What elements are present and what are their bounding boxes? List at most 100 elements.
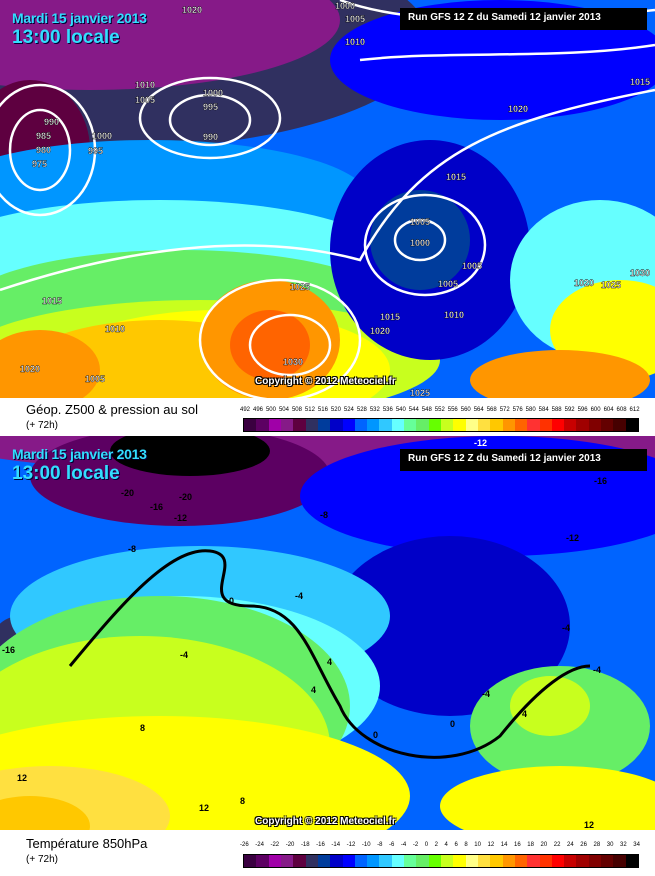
isobar-label: 1000	[92, 131, 112, 141]
color-swatch	[305, 419, 318, 431]
legend-tick: 584	[538, 407, 549, 413]
isotherm-label: -12	[174, 513, 187, 523]
legend-ticks: 492 496 500 504 508 512 516 520 524 528 532 536 540 5…	[240, 407, 640, 413]
legend-tick: 22	[553, 842, 561, 848]
legend-tick: -22	[270, 842, 280, 848]
legend-tick: 26	[580, 842, 587, 848]
isobar-label: 1025	[290, 282, 310, 292]
isotherm-label: 0	[373, 730, 378, 740]
legend-tick: 512	[304, 407, 315, 413]
isobar-label: 990	[44, 117, 59, 127]
temperature-legend: Température 850hPa (+ 72h) -26 -24 -22 -20-…	[0, 830, 655, 876]
color-swatch	[317, 855, 331, 867]
isobar-label: 1020	[574, 278, 594, 288]
color-swatch	[453, 419, 466, 431]
legend-tick: 16	[514, 842, 521, 848]
legend-tick: 580	[525, 407, 536, 413]
color-swatch	[404, 419, 417, 431]
color-swatch	[404, 855, 417, 867]
isotherm-label: -16	[233, 455, 246, 465]
isobar-label: 1015	[630, 77, 650, 87]
isobar-label: 1020	[370, 326, 390, 336]
geopotential-legend: Géop. Z500 & pression au sol (+ 72h) 492…	[0, 398, 655, 436]
isobar-label: 1020	[508, 104, 528, 114]
temperature-field: -24 -16 -20 -20 -16 -12 -8 -8 -12 -16 0 …	[0, 436, 655, 830]
legend-tick: 540	[395, 407, 406, 413]
isotherm-label: 0	[450, 719, 455, 729]
isotherm-label: -4	[482, 689, 490, 699]
isobar-label: 1010	[135, 80, 155, 90]
color-swatch	[564, 419, 577, 431]
isotherm-label: 12	[584, 820, 594, 830]
geopotential-field: 1020 1000 1005 1010 1010 1005 1000 995 9…	[0, 0, 655, 398]
isobar-label: 1015	[446, 172, 466, 182]
color-swatch	[305, 855, 318, 867]
legend-tick: -8	[377, 842, 383, 848]
color-swatch	[490, 855, 503, 867]
color-swatch	[428, 419, 441, 431]
isobar-label: 1025	[601, 280, 621, 290]
isotherm-label: -4	[562, 623, 570, 633]
legend-tick: 604	[603, 407, 614, 413]
isotherm-label: -20	[121, 488, 134, 498]
isobar-label: 1005	[345, 14, 365, 24]
color-swatch	[490, 419, 503, 431]
isotherm-label: 4	[522, 709, 527, 719]
color-swatch	[268, 855, 281, 867]
isobar-label: 1005	[85, 374, 105, 384]
color-swatch	[268, 419, 281, 431]
color-swatch	[367, 419, 380, 431]
isobar-label: 1000	[203, 88, 223, 98]
legend-tick: -4	[400, 842, 407, 848]
isotherm-label: 12	[17, 773, 27, 783]
color-swatch	[441, 419, 454, 431]
legend-tick: 576	[512, 407, 523, 413]
color-swatch	[527, 419, 540, 431]
color-swatch	[502, 855, 515, 867]
legend-tick: 532	[369, 407, 380, 413]
legend-tick: 568	[486, 407, 497, 413]
isobar-label: 1005	[462, 261, 482, 271]
color-swatch	[330, 855, 343, 867]
color-swatch	[379, 855, 392, 867]
forecast-time: 13:00 locale	[12, 27, 120, 48]
color-swatch	[613, 855, 626, 867]
color-swatch	[514, 855, 528, 867]
isobar-label: 1005	[410, 217, 430, 227]
forecast-date: Mardi 15 janvier 2013	[12, 10, 147, 26]
legend-tick: 20	[540, 842, 548, 848]
color-swatch	[280, 419, 294, 431]
legend-tick: 536	[382, 407, 393, 413]
color-scale-bar	[243, 854, 639, 868]
isotherm-label: 0	[229, 596, 234, 606]
color-swatch	[576, 855, 589, 867]
color-swatch	[502, 419, 515, 431]
legend-tick: 572	[499, 407, 510, 413]
isobar-label: 995	[88, 146, 103, 156]
legend-tick: 524	[343, 407, 354, 413]
legend-tick: 556	[447, 407, 458, 413]
isotherm-label: 8	[140, 723, 145, 733]
legend-ticks: -26 -24 -22 -20 -18 -16 -14 -12 -10 -8 -6 -4 -2 0 2 4 6 8…	[240, 842, 640, 848]
legend-tick: 492	[240, 407, 251, 413]
isotherm-label: -12	[474, 438, 487, 448]
isobar-label: 1005	[438, 279, 458, 289]
isotherm-label: -4	[593, 665, 601, 675]
color-swatch	[354, 855, 368, 867]
legend-tick: -6	[389, 842, 395, 848]
isotherm-label: -16	[594, 476, 607, 486]
color-swatch	[453, 855, 466, 867]
color-swatch	[330, 419, 343, 431]
color-swatch	[342, 419, 355, 431]
forecast-date: Mardi 15 janvier 2013	[12, 446, 147, 462]
isotherm-label: -4	[180, 650, 188, 660]
legend-tick: 588	[551, 407, 562, 413]
color-swatch	[477, 855, 491, 867]
isotherm-label: -20	[179, 492, 192, 502]
legend-tick: 14	[500, 842, 508, 848]
color-swatch	[256, 855, 269, 867]
legend-tick: 560	[460, 407, 471, 413]
color-swatch	[514, 419, 528, 431]
legend-tick: 32	[620, 842, 627, 848]
color-swatch	[293, 419, 306, 431]
